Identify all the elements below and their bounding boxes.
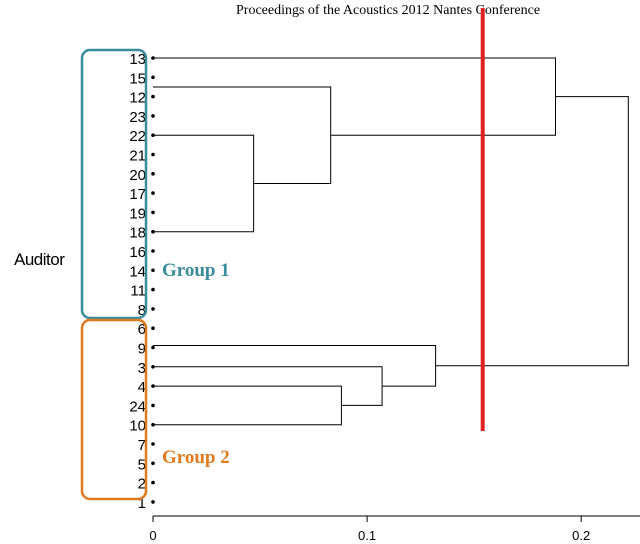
leaf-dot-1 (151, 500, 155, 504)
leaf-label-13: 13 (129, 51, 146, 68)
group-1-label: Group 1 (162, 260, 230, 281)
merge-group1-top (153, 57, 557, 136)
leaf-label-24: 24 (129, 398, 146, 415)
leaf-dot-9 (151, 345, 155, 350)
leaf-dot-23 (151, 114, 155, 118)
merge-group1-inner (153, 134, 255, 233)
leaf-dot-15 (151, 75, 155, 80)
x-tick-label-1: 0.1 (358, 528, 376, 543)
leaf-label-11: 11 (130, 283, 146, 300)
merge-group2-c (153, 345, 437, 387)
leaf-dot-2 (151, 480, 155, 485)
leaf-label-6: 6 (138, 321, 146, 338)
leaf-dot-18 (151, 229, 155, 234)
leaf-label-2: 2 (138, 476, 146, 493)
leaf-dot-3 (151, 365, 155, 369)
leaf-dot-10 (151, 422, 155, 427)
leaf-label-23: 23 (129, 109, 146, 126)
merge-group2-a (153, 385, 342, 426)
leaf-label-16: 16 (129, 244, 146, 261)
group-2-box (80, 318, 148, 501)
merge-root (435, 96, 629, 367)
leaf-label-8: 8 (138, 302, 146, 319)
leaf-dot-21 (151, 152, 155, 157)
x-tick-label-0: 0 (149, 528, 156, 543)
leaf-dot-5 (151, 461, 155, 466)
x-tick-label-2: 0.2 (572, 528, 590, 543)
leaf-dot-16 (151, 249, 155, 253)
header-text: Proceedings of the Acoustics 2012 Nantes… (236, 3, 540, 18)
leaf-dot-17 (151, 191, 155, 195)
leaf-label-15: 15 (129, 70, 146, 87)
leaf-dot-24 (151, 403, 155, 408)
group-1-box (80, 48, 148, 320)
leaf-label-10: 10 (129, 418, 146, 435)
leaf-dot-12 (151, 94, 155, 99)
leaf-dot-22 (151, 133, 155, 137)
leaf-label-14: 14 (129, 263, 146, 280)
leaf-dot-4 (151, 384, 155, 388)
dendrogram-tree (153, 57, 629, 426)
leaf-dot-20 (151, 172, 155, 176)
leaf-label-12: 12 (129, 90, 146, 107)
leaf-dot-19 (151, 210, 155, 215)
leaf-label-3: 3 (138, 360, 146, 377)
leaf-dot-13 (151, 56, 155, 60)
leaf-label-18: 18 (129, 225, 146, 242)
leaf-dot-11 (151, 287, 155, 292)
leaf-label-5: 5 (138, 456, 146, 473)
leaf-label-21: 21 (129, 148, 146, 165)
leaf-label-1: 1 (138, 495, 146, 512)
group-2-label: Group 2 (162, 447, 230, 468)
leaf-dot-14 (151, 268, 155, 273)
y-axis-label: Auditor (14, 250, 65, 269)
leaf-label-22: 22 (129, 128, 146, 145)
leaf-dot-6 (151, 326, 155, 331)
leaf-label-20: 20 (129, 167, 146, 184)
leaf-label-9: 9 (138, 341, 146, 358)
leaf-label-17: 17 (129, 186, 146, 203)
x-axis: 0 0.1 0.2 (149, 515, 640, 543)
leaf-dot-8 (151, 307, 155, 311)
leaf-dot-7 (151, 442, 155, 446)
leaf-label-19: 19 (129, 205, 146, 222)
leaf-label-4: 4 (138, 379, 146, 396)
leaf-label-7: 7 (138, 437, 146, 454)
